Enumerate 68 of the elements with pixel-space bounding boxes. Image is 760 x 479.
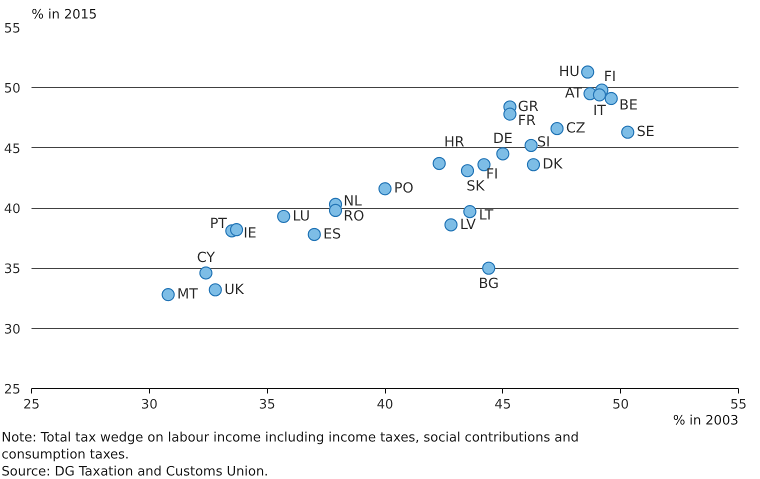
x-axis-title: % in 2003 xyxy=(672,414,739,428)
y-axis-title: % in 2015 xyxy=(32,8,98,22)
x-tick-label: 40 xyxy=(376,398,394,412)
annotation: ES xyxy=(323,226,342,242)
point xyxy=(277,210,290,224)
text: Note: Total tax wedge on labour income including income taxes, social contributions and consumption taxes. xyxy=(2,430,579,462)
point xyxy=(482,262,496,275)
point xyxy=(526,158,540,172)
point xyxy=(496,147,510,160)
x-tick-label: 55 xyxy=(730,398,747,412)
y-tick-label: 35 xyxy=(4,262,21,278)
point xyxy=(208,283,222,296)
x-tick-label: 25 xyxy=(23,398,40,412)
annotation: PT xyxy=(210,216,228,232)
y-tick-label: 50 xyxy=(4,82,21,97)
source-note: Source: DG Taxation and Customs Union. xyxy=(2,464,268,479)
annotation: NL xyxy=(344,193,362,210)
point xyxy=(199,266,212,280)
annotation: FI xyxy=(604,69,616,86)
annotation: SK xyxy=(466,178,486,195)
point xyxy=(581,65,594,79)
y-tick-label: 55 xyxy=(4,22,21,36)
annotation: LT xyxy=(478,208,494,224)
annotation: FR xyxy=(518,113,536,130)
point xyxy=(328,204,342,217)
point xyxy=(463,205,476,218)
y-tick-label: 25 xyxy=(4,382,21,398)
point xyxy=(621,126,634,139)
y-tick-label: 30 xyxy=(4,322,21,338)
annotation: SE xyxy=(636,124,654,140)
y-tick-label: 40 xyxy=(4,202,21,217)
annotation: DK xyxy=(542,156,564,173)
annotation: IE xyxy=(244,226,257,242)
annotation: BG xyxy=(478,276,499,292)
point xyxy=(432,156,446,170)
annotation: HU xyxy=(558,64,580,80)
point xyxy=(444,218,458,232)
annotation: FI xyxy=(486,166,498,183)
annotation: IT xyxy=(593,102,606,119)
point xyxy=(524,138,538,152)
point xyxy=(162,288,175,302)
point xyxy=(592,88,606,102)
annotation: AT xyxy=(564,86,582,102)
annotation: PO xyxy=(394,180,414,197)
annotation: CY xyxy=(196,250,216,266)
annotation: HR xyxy=(444,134,465,150)
point xyxy=(460,164,474,178)
point xyxy=(604,92,618,106)
annotation: MT xyxy=(177,286,198,303)
annotation: BE xyxy=(619,97,638,114)
annotation: LV xyxy=(460,216,476,233)
x-tick-label: 50 xyxy=(612,398,629,412)
annotation: SI xyxy=(537,134,550,150)
x-tick-label: 30 xyxy=(141,398,158,412)
annotation: GR xyxy=(518,98,539,115)
annotation: LU xyxy=(292,208,310,224)
point xyxy=(308,228,321,242)
point xyxy=(378,182,392,196)
annotation: CZ xyxy=(566,120,586,137)
y-tick-label: 45 xyxy=(4,142,21,157)
annotation: DE xyxy=(493,130,513,147)
point xyxy=(503,108,517,121)
x-tick-label: 45 xyxy=(494,398,512,412)
point xyxy=(550,122,564,136)
point xyxy=(230,223,244,236)
x-tick-label: 35 xyxy=(258,398,276,412)
annotation: RO xyxy=(344,208,364,224)
annotation: UK xyxy=(224,282,245,298)
